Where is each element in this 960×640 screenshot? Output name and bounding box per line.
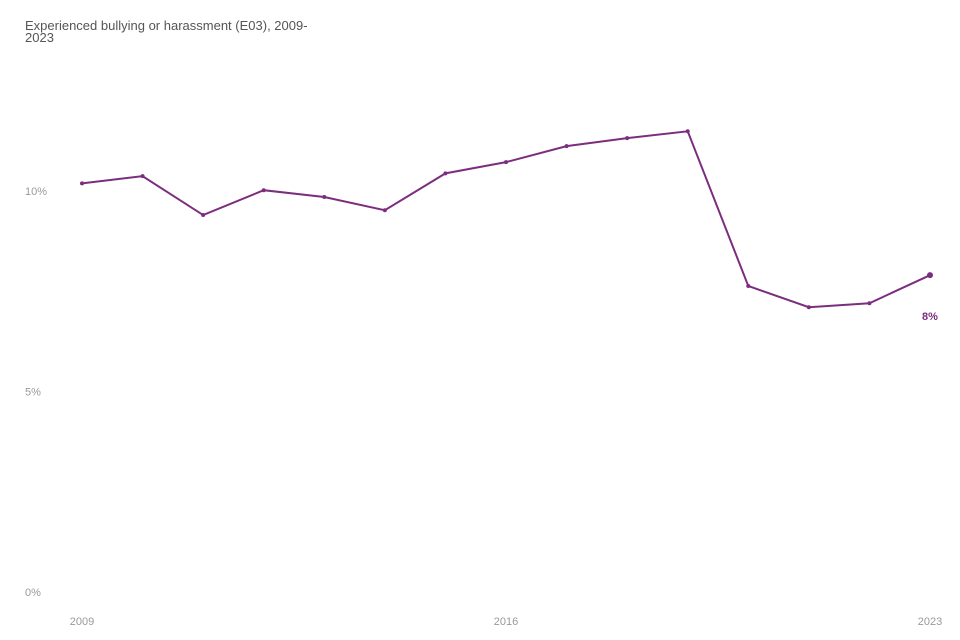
point — [625, 136, 630, 141]
point — [140, 174, 145, 179]
data-label: 8% — [922, 311, 938, 323]
point — [504, 160, 508, 165]
y-tick-label: 0% — [25, 587, 41, 599]
point — [201, 213, 206, 218]
line — [81, 130, 931, 309]
point — [746, 283, 751, 288]
point — [382, 208, 387, 213]
x-tick-label: 2009 — [70, 616, 94, 628]
point — [564, 144, 569, 149]
point — [322, 195, 327, 200]
point — [261, 188, 266, 193]
y-tick-label: 5% — [25, 387, 41, 399]
point — [867, 301, 872, 306]
y-tick-label: 10% — [25, 186, 47, 198]
point — [443, 171, 448, 176]
point — [80, 181, 84, 186]
x-tick-label: 2023 — [918, 616, 942, 628]
point — [927, 272, 933, 279]
point — [806, 305, 811, 310]
x-tick-label: 2016 — [494, 616, 518, 628]
chart-title: Experienced bullying or harassment (E03)… — [25, 18, 308, 45]
point — [685, 129, 690, 134]
